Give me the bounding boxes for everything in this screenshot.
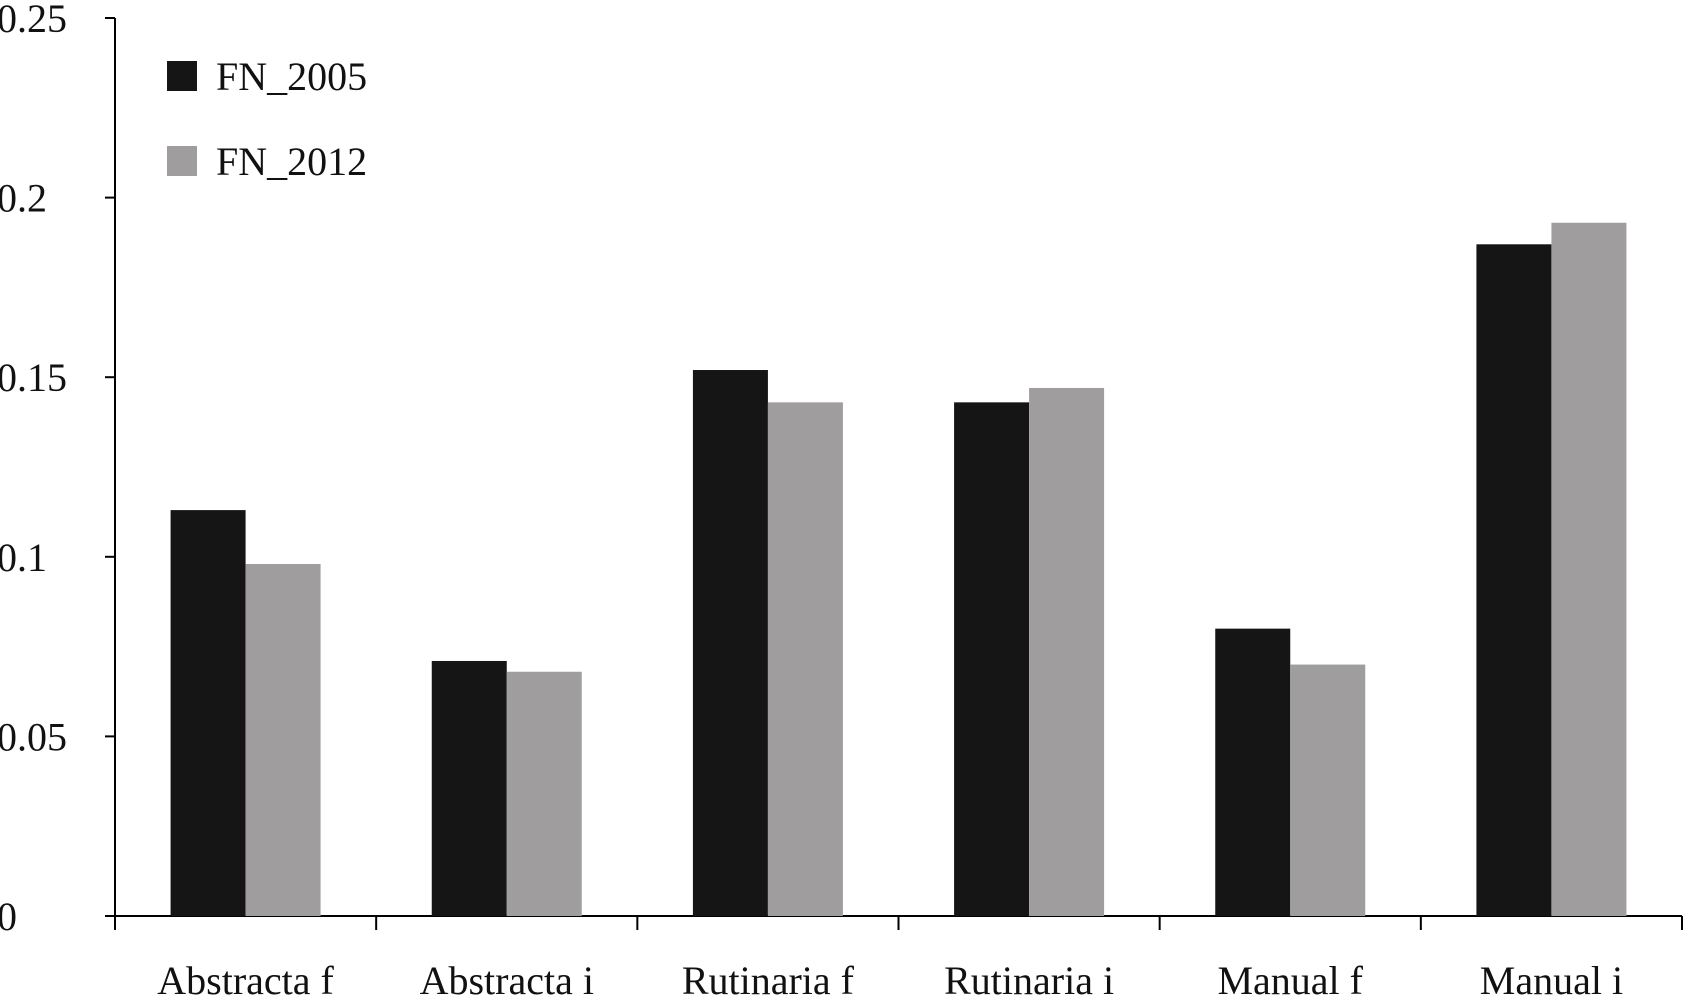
- x-tick-label: Abstracta f: [157, 958, 334, 996]
- y-tick-label: 0.25: [0, 0, 67, 41]
- bar-fn-2012-abstracta-i: [506, 671, 582, 916]
- y-axis: 0 0.05 0.1 0.15 0.2 0.25: [0, 0, 116, 939]
- x-tick-label: Manual f: [1217, 958, 1363, 996]
- bar-fn-2005-manual-i: [1476, 244, 1552, 916]
- legend-swatch: [167, 61, 197, 91]
- bar-fn-2005-manual-f: [1215, 628, 1291, 916]
- x-axis: Abstracta f Abstracta i Rutinaria f Rutinar…: [114, 915, 1683, 1000]
- bar-fn-2012-manual-i: [1551, 222, 1627, 916]
- bar-fn-2012-rutinaria-f: [767, 402, 843, 916]
- bar-fn-2012-rutinaria-i: [1029, 387, 1105, 916]
- y-tick-label: 0.15: [0, 355, 67, 400]
- y-tick-label: 0: [0, 894, 17, 939]
- x-tick-label: Abstracta i: [420, 958, 594, 996]
- legend-label: FN_2005: [216, 54, 367, 99]
- legend: FN_2005 FN_2012: [167, 54, 367, 184]
- bar-fn-2005-abstracta-f: [170, 510, 246, 916]
- x-tick-label: Manual i: [1480, 958, 1623, 996]
- bar-fn-2012-abstracta-f: [245, 563, 321, 916]
- bar-fn-2005-abstracta-i: [431, 660, 507, 916]
- y-tick-label: 0.05: [0, 714, 67, 759]
- y-tick-label: 0.2: [0, 176, 47, 221]
- y-tick-label: 0.1: [0, 535, 47, 580]
- legend-label: FN_2012: [216, 139, 367, 184]
- bar-fn-2005-rutinaria-i: [954, 402, 1030, 916]
- bars: [170, 222, 1627, 916]
- x-tick-label: Rutinaria f: [682, 958, 855, 996]
- legend-swatch: [167, 146, 197, 176]
- bar-fn-2005-rutinaria-f: [692, 370, 768, 916]
- x-tick-label: Rutinaria i: [944, 958, 1114, 996]
- bar-fn-2012-manual-f: [1290, 664, 1366, 916]
